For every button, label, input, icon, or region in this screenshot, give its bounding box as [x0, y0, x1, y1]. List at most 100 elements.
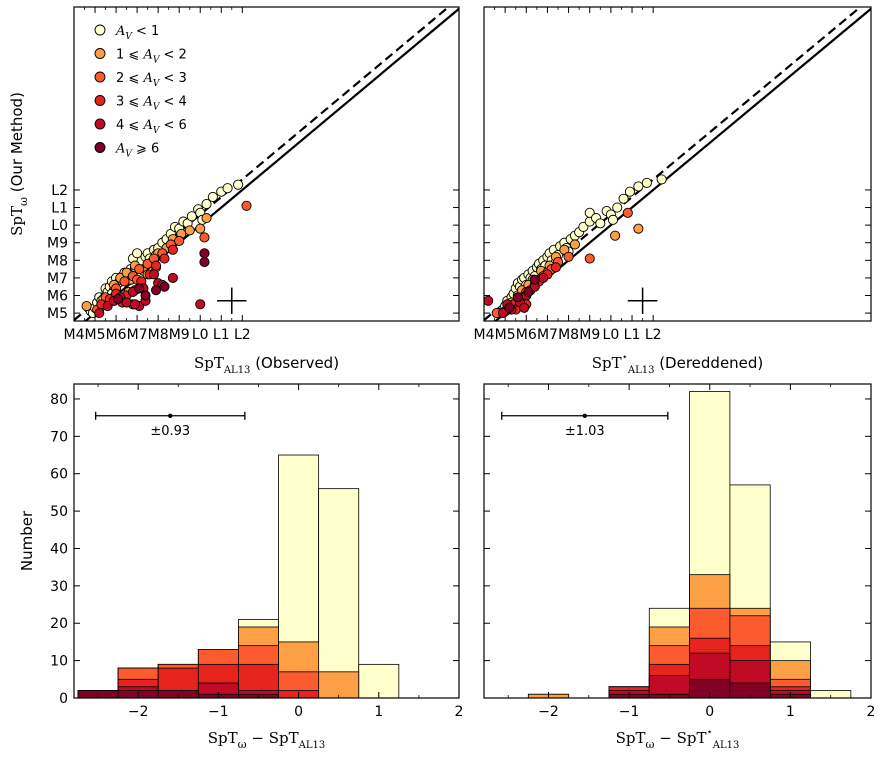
panel-tl-xtick-label: M5	[85, 327, 106, 343]
point-av_ge6	[523, 286, 534, 298]
panel-bl-ytick-label: 0	[59, 691, 68, 707]
point-av_4_6	[121, 297, 132, 308]
panel-bl-ytick-label: 30	[50, 579, 68, 595]
panel-bl-ytick-label: 70	[50, 429, 68, 445]
panel-tr-frame	[483, 6, 872, 322]
legend-marker-av_3_4	[94, 95, 106, 106]
error-annotation-label: ±0.93	[150, 424, 190, 439]
panel-br-xtick-label: 0	[705, 704, 714, 720]
panel-tl-xtick-label: M8	[148, 327, 169, 343]
x-axis-label: SpTAL13 (Observed)	[194, 354, 339, 376]
point-av_ge6	[159, 281, 170, 292]
point-av_1_2	[184, 225, 195, 236]
panel-tl-ytick-label: M6	[47, 288, 68, 304]
point-av_4_6	[94, 308, 105, 319]
point-av_lt1	[641, 177, 652, 188]
point-av_4_6	[538, 272, 549, 283]
panel-tl-xtick-label: M9	[169, 327, 190, 343]
point-av_ge6	[140, 290, 151, 301]
scatter-panel-observed: M4 M5 M6 M7 M8 M9 L0 L1 L2M5M6M7M8M9L0L1L2SpTAL1…	[8, 6, 460, 376]
panel-br-xtick-label: −2	[538, 704, 559, 720]
legend-label-av_ge6: AV ⩾ 6	[115, 142, 159, 160]
point-av_lt1	[207, 191, 218, 203]
point-av_2_3	[584, 253, 595, 264]
legend-label-av_2_3: 2 ⩽ AV < 3	[116, 71, 187, 89]
error-annotation-label: ±1.03	[565, 424, 605, 439]
legend-marker-av_lt1	[94, 24, 106, 36]
y-axis-label: Number	[18, 510, 36, 571]
point-av_1_2	[195, 223, 206, 234]
point-av_lt1	[612, 202, 623, 213]
panel-bl-ytick-label: 50	[50, 504, 68, 520]
point-av_1_2	[633, 223, 644, 234]
point-av_4_6	[484, 295, 494, 306]
point-av_2_3	[199, 232, 210, 243]
point-av_lt1	[186, 211, 197, 222]
x-axis-label: SpTω − SpT⋆AL13	[616, 727, 740, 751]
panel-bl-xtick-label: 0	[294, 704, 303, 720]
panel-tr-xtick-label: L0	[603, 327, 620, 343]
panel-tl-xtick-label: L0	[192, 327, 209, 343]
legend-marker-av_1_2	[94, 48, 106, 59]
point-av_1_2	[569, 239, 580, 250]
point-av_2_3	[119, 276, 130, 287]
point-av_2_3	[563, 251, 574, 262]
panel-tr-xtick-label: M4	[474, 327, 495, 343]
point-av_2_3	[134, 264, 145, 275]
point-av_4_6	[148, 269, 159, 280]
panel-bl-xtick-label: −1	[208, 704, 229, 720]
panel-tl-xtick-label: M7	[127, 327, 148, 343]
point-av_ge6	[504, 302, 515, 313]
legend-label-av_3_4: 3 ⩽ AV < 4	[116, 95, 187, 113]
point-av_lt1	[607, 214, 619, 225]
panel-bl-ytick-label: 80	[50, 392, 68, 408]
panel-tl-ytick-label: M7	[47, 271, 68, 287]
panel-tl-ytick-label: L2	[51, 183, 68, 199]
legend-marker-av_ge6	[94, 142, 106, 153]
panel-tr-xtick-label: L2	[645, 327, 662, 343]
point-av_2_3	[241, 200, 252, 211]
point-av_1_2	[201, 213, 212, 224]
panel-tl-xtick-label: L2	[234, 327, 251, 343]
panel-tl-xtick-label: L1	[213, 327, 230, 343]
point-av_3_4	[550, 262, 561, 273]
panel-br-frame	[483, 383, 872, 699]
point-av_3_4	[159, 253, 170, 264]
point-av_lt1	[595, 218, 606, 229]
point-av_lt1	[633, 181, 644, 192]
legend: AV < 1 1 ⩽ AV < 2 2 ⩽ AV < 3 3 ⩽ AV < 4 4 ⩽ …	[94, 24, 187, 160]
panel-tr-xtick-label: L1	[624, 327, 641, 343]
legend-marker-av_2_3	[94, 71, 106, 83]
point-av_lt1	[132, 248, 143, 259]
panel-tr-xtick-label: M6	[516, 327, 537, 343]
point-av_lt1	[618, 193, 629, 204]
panel-tr-xtick-label: M8	[558, 327, 579, 343]
point-av_lt1	[624, 186, 635, 197]
point-av_4_6	[167, 272, 178, 283]
point-av_lt1	[233, 179, 244, 190]
legend-marker-av_4_6	[94, 118, 106, 130]
point-av_ge6	[113, 293, 124, 305]
panel-br-xtick-label: 1	[786, 704, 795, 720]
panel-bl-xtick-label: −2	[128, 704, 149, 720]
panel-tr-xtick-label: M9	[579, 327, 600, 343]
panel-tr-plot-area	[484, 7, 871, 321]
scatter-panel-dereddened: M4 M5 M6 M7 M8 M9 L0 L1 L2 SpT⋆AL13 (Dereddened)	[474, 6, 872, 376]
panel-bl-ytick-label: 10	[50, 654, 68, 670]
x-axis-label: SpTω − SpTAL13	[208, 729, 325, 751]
point-av_2_3	[622, 207, 633, 218]
point-av_ge6	[512, 292, 523, 303]
point-av_ge6	[199, 248, 210, 259]
panel-br-xtick-label: 2	[867, 704, 876, 720]
point-av_lt1	[201, 198, 212, 210]
point-av_3_4	[150, 260, 162, 271]
panel-tl-ytick-label: M5	[47, 306, 68, 322]
y-axis-label: SpTω (Our Method)	[8, 92, 30, 236]
legend-label-av_4_6: 4 ⩽ AV < 6	[116, 118, 187, 136]
panel-bl-ytick-label: 20	[50, 616, 68, 632]
panel-bl-ytick-label: 60	[50, 467, 68, 483]
point-av_3_4	[167, 244, 178, 255]
hist-bar-av_lt1	[318, 488, 360, 699]
